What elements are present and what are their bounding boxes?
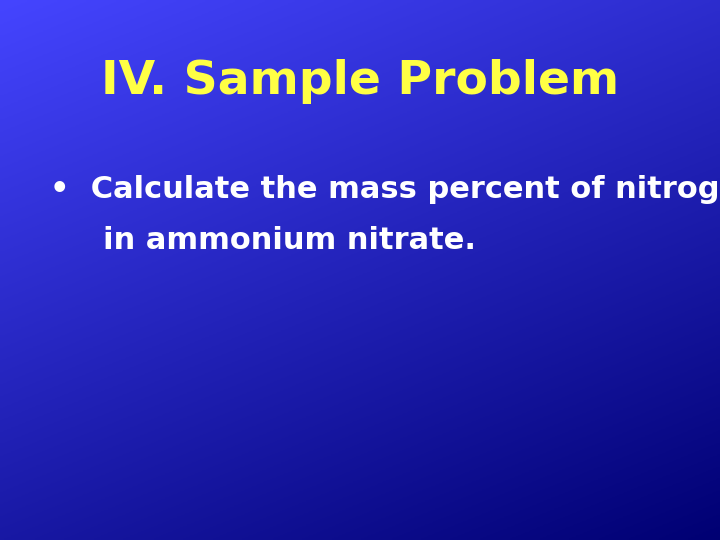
Text: in ammonium nitrate.: in ammonium nitrate.: [50, 226, 477, 255]
Text: •  Calculate the mass percent of nitrogen: • Calculate the mass percent of nitrogen: [50, 174, 720, 204]
Text: IV. Sample Problem: IV. Sample Problem: [101, 58, 619, 104]
